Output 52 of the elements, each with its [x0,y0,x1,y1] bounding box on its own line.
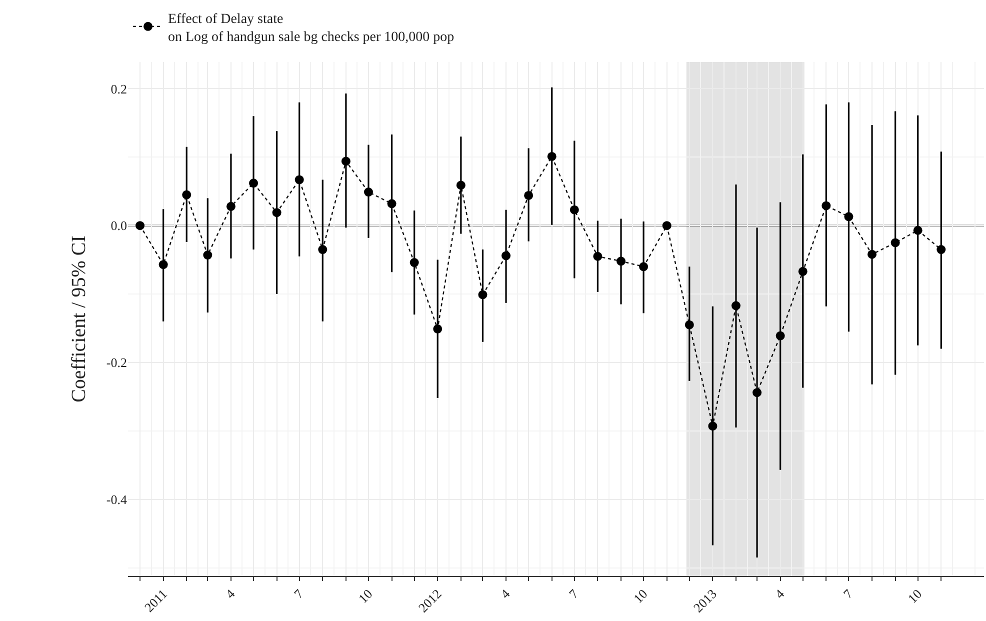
point [936,245,946,254]
point [433,324,442,334]
point [776,331,785,340]
point [387,199,396,208]
point [249,178,258,188]
point [890,238,900,248]
point [226,202,236,211]
point [182,190,192,200]
x-tick-label: 7 [840,586,856,602]
point [158,260,168,270]
point [639,262,648,272]
point [203,250,212,260]
point [868,250,877,259]
point [616,256,626,266]
point [456,180,466,190]
point [822,201,831,210]
y-tick-label: -0.2 [106,355,127,370]
x-tick-label: 7 [290,586,306,602]
point [364,188,373,197]
point [478,290,488,300]
x-tick-label: 7 [566,586,582,602]
y-axis-title: Coefficient / 95% CI [68,236,90,402]
point [593,252,602,261]
point [341,156,350,166]
point [752,388,762,398]
point [662,221,672,230]
point [798,266,808,276]
point [708,422,718,431]
y-tick-label: 0.2 [110,81,127,96]
point [684,320,694,330]
point [318,245,328,254]
point [272,208,282,218]
point [294,175,304,184]
point [524,190,534,200]
x-tick-label: 4 [772,586,788,602]
x-tick-label: 4 [222,586,238,602]
point [913,226,922,235]
point [410,258,419,268]
point [731,301,740,310]
x-tick-label: 4 [498,586,514,602]
y-tick-label: -0.4 [106,492,128,507]
x-tick-label: 10 [904,586,925,606]
y-tick-label: 0.0 [110,218,127,234]
point [547,152,556,161]
point [844,212,854,222]
point [502,251,511,260]
point [570,205,579,214]
x-tick-label: 10 [630,586,650,606]
legend-label: Effect of Delay state on Log of handgun sale bg checks per 100,000 pop [168,12,454,45]
x-tick-label: 10 [355,586,376,606]
point [136,221,145,230]
x-tick-label: 2011 [141,586,170,615]
